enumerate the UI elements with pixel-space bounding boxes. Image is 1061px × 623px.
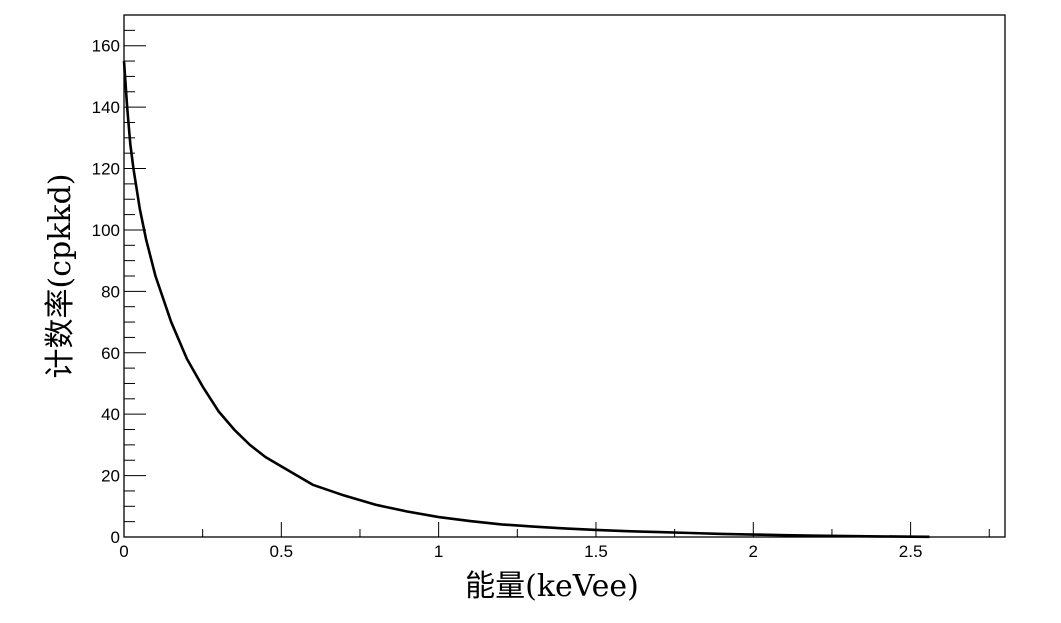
y-tick-label: 20 [101,467,120,486]
y-tick-label: 100 [92,221,120,240]
y-tick-label: 140 [92,98,120,117]
y-axis-ticks: 0 20 40 60 80 100 120 140 160 [92,29,146,547]
y-tick-label: 60 [101,344,120,363]
plot-frame [123,14,1006,538]
y-tick-label: 120 [92,160,120,179]
y-tick-label: 0 [111,528,120,547]
x-tick-label: 1.5 [584,542,608,561]
series-line [122,60,930,539]
x-tick-label: 2 [749,542,758,561]
y-tick-label: 80 [101,282,120,301]
x-tick-label: 0.5 [270,542,294,561]
x-tick-label: 0 [119,542,128,561]
y-axis-title: 计数率(cpkkd) [43,174,78,379]
y-tick-label: 160 [92,37,120,56]
y-tick-label: 40 [101,405,120,424]
x-axis-title: 能量(keVee) [465,569,639,604]
x-tick-label: 1 [434,542,443,561]
x-axis-ticks: 0 0.5 1 1.5 2 2.5 [119,522,990,561]
series-layer [122,60,930,539]
x-tick-label: 2.5 [899,542,923,561]
